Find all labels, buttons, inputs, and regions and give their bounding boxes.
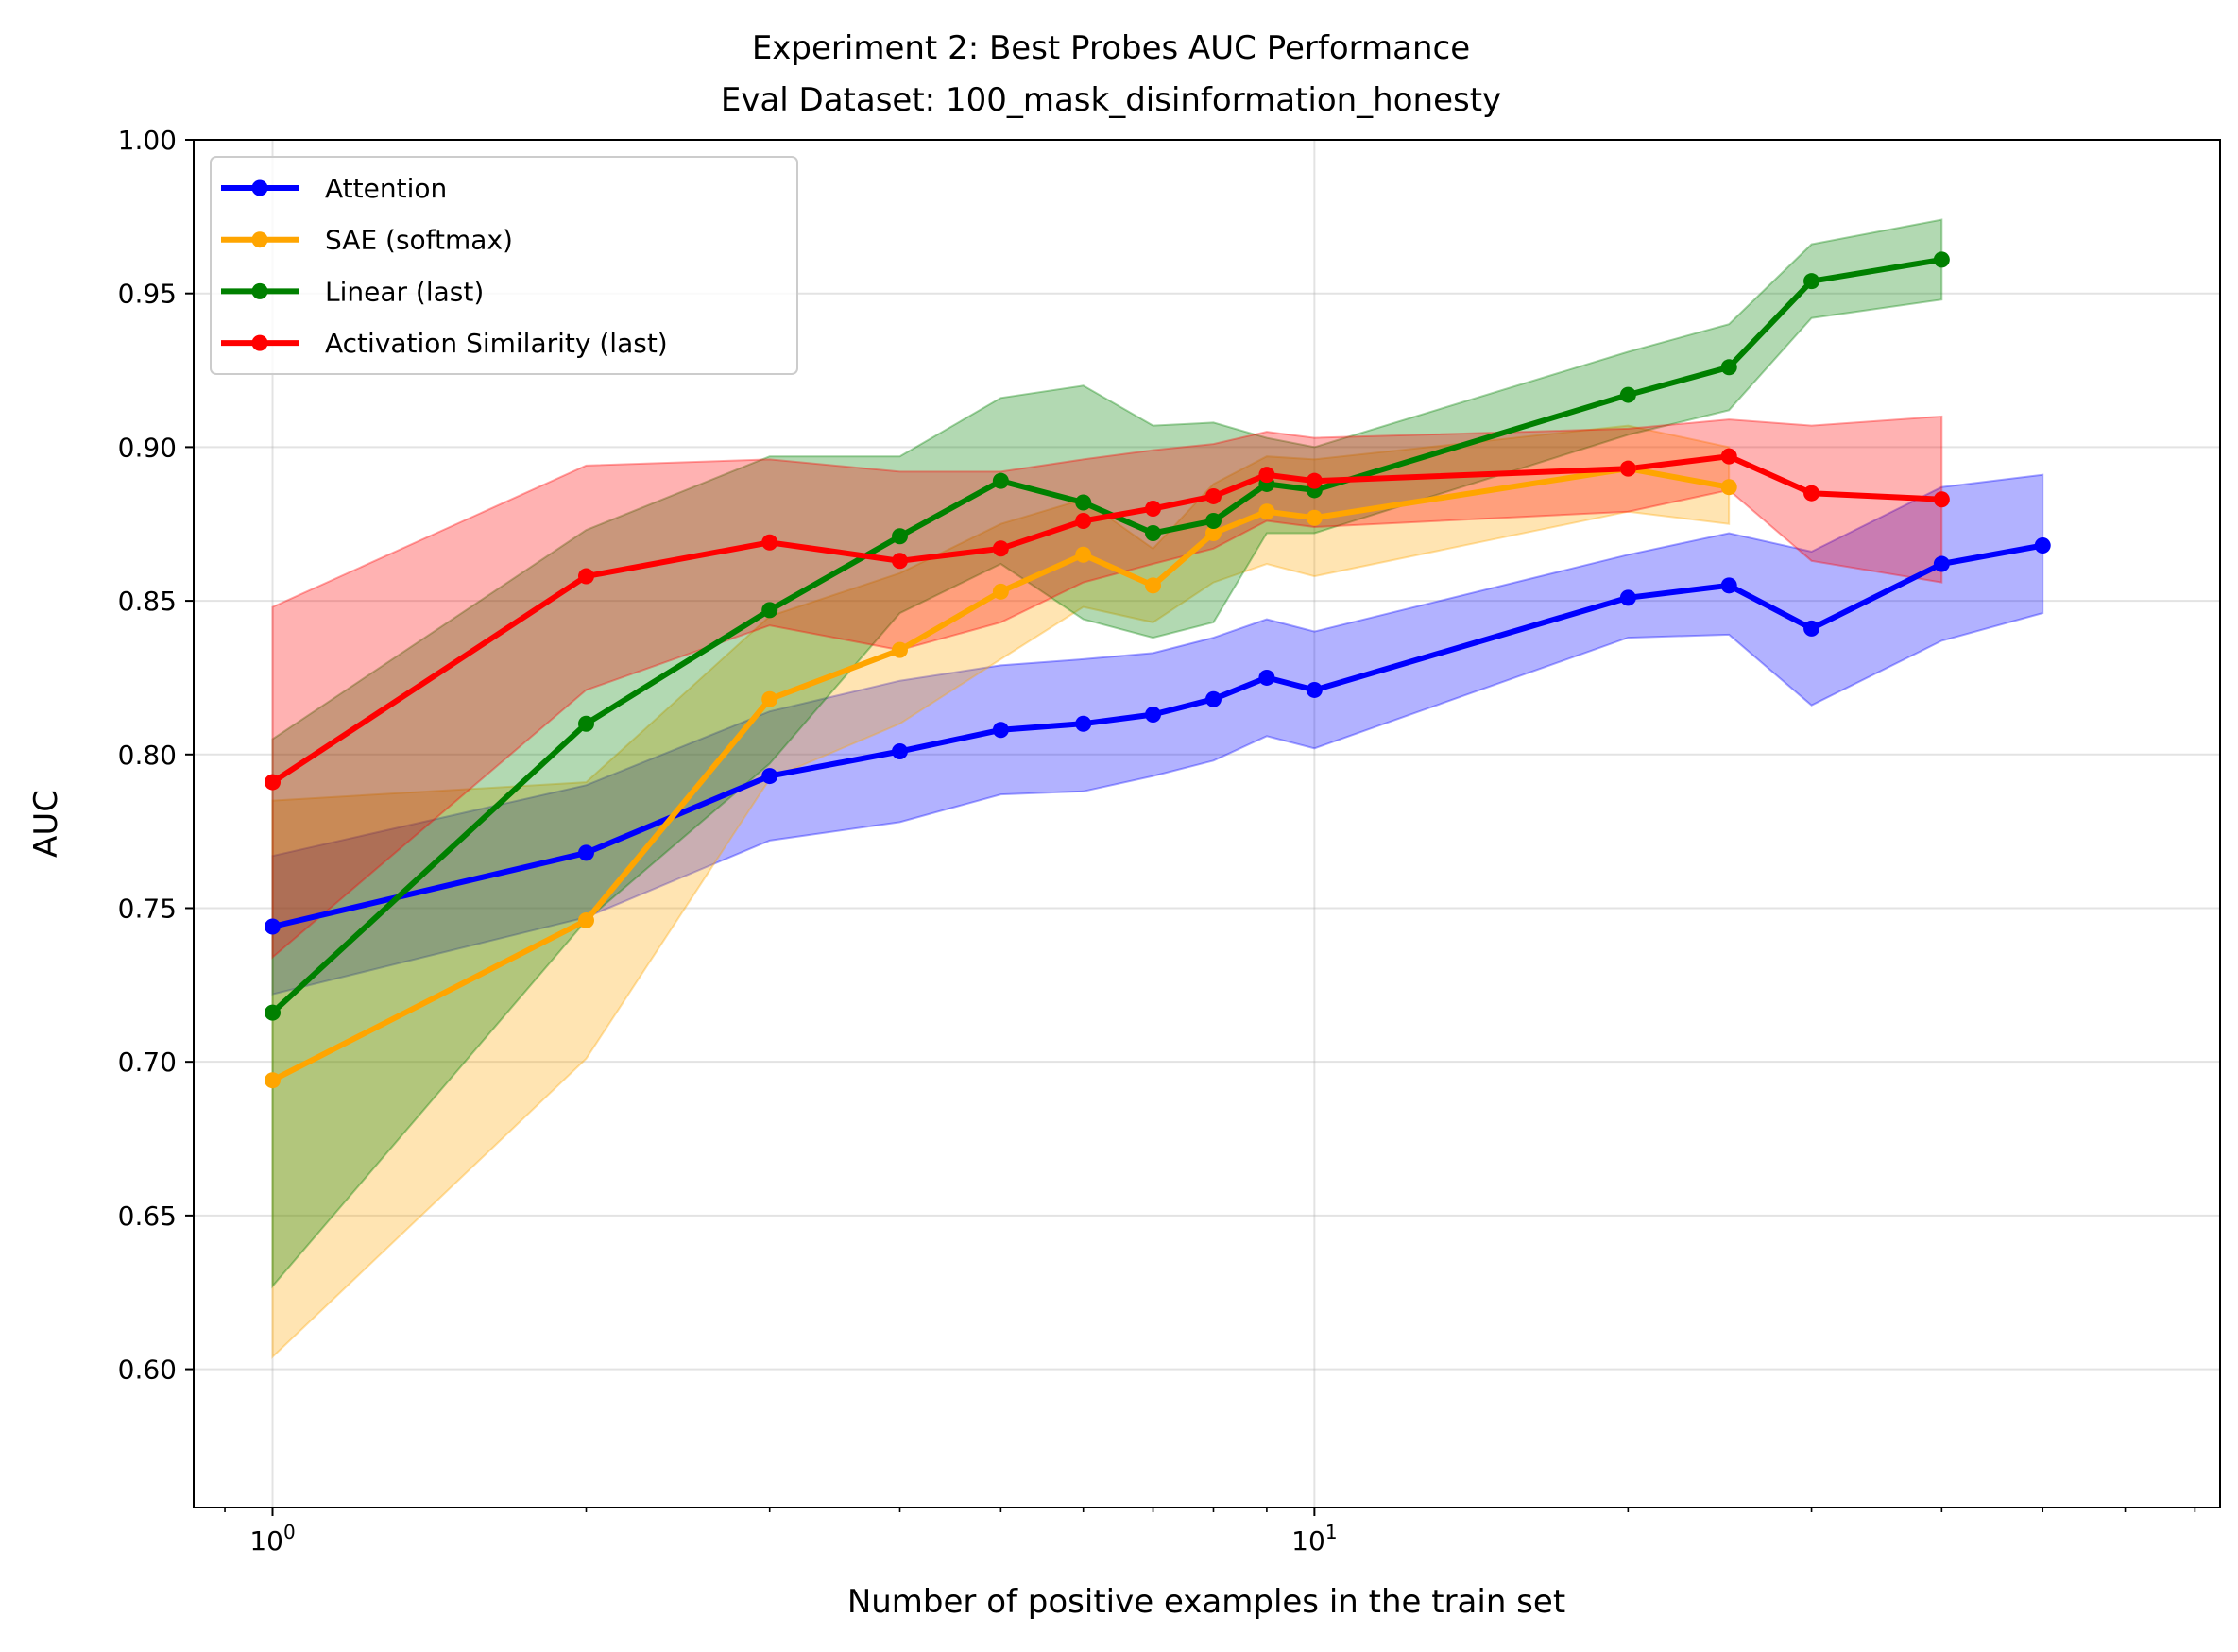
sae-softmax-data-point (1145, 577, 1162, 594)
y-axis-label: AUC (27, 790, 65, 858)
sae-softmax-data-point (1075, 546, 1092, 563)
legend-marker (251, 231, 268, 248)
y-tick-label: 0.80 (118, 740, 177, 771)
sae-softmax-data-point (265, 1072, 282, 1089)
sae-softmax-data-point (1720, 479, 1737, 496)
attention-data-point (1075, 715, 1092, 732)
activation-similarity-last-data-point (1720, 448, 1737, 465)
legend-label: Activation Similarity (last) (325, 328, 668, 359)
attention-data-point (1619, 589, 1636, 606)
linear-last-data-point (992, 472, 1009, 489)
activation-similarity-last-data-point (891, 553, 908, 570)
linear-last-data-point (1619, 386, 1636, 403)
x-tick-label-base: 10 (1291, 1525, 1325, 1557)
sae-softmax-confidence-band (271, 424, 1731, 1359)
legend-label: Linear (last) (325, 276, 484, 307)
linear-last-data-point (1145, 525, 1162, 542)
activation-similarity-last-data-point (578, 568, 595, 585)
sae-softmax-data-point (1306, 509, 1323, 526)
chart-title: Experiment 2: Best Probes AUC Performanc… (752, 29, 1470, 67)
sae-softmax-data-point (761, 690, 778, 707)
x-tick-label-base: 10 (249, 1525, 283, 1557)
activation-similarity-last-data-point (1258, 467, 1275, 484)
linear-last-data-point (1204, 512, 1222, 529)
y-tick-label: 0.60 (118, 1354, 177, 1386)
activation-similarity-last-data-point (1933, 491, 1950, 508)
attention-data-point (1258, 669, 1275, 686)
linear-last-data-point (265, 1004, 282, 1021)
attention-data-point (1306, 681, 1323, 698)
x-tick-label-exponent: 0 (283, 1521, 296, 1543)
attention-data-point (761, 768, 778, 785)
legend-label: SAE (softmax) (325, 225, 513, 256)
sae-softmax-data-point (1258, 503, 1275, 520)
activation-similarity-last-data-point (1306, 472, 1323, 489)
attention-data-point (578, 844, 595, 861)
linear-last-series-line (270, 256, 1942, 1015)
y-tick-label: 1.00 (118, 125, 177, 156)
attention-data-point (1145, 706, 1162, 723)
y-tick-label: 0.75 (118, 893, 177, 924)
linear-last-data-point (891, 528, 908, 545)
plot-area-frame (193, 139, 2221, 1508)
sae-softmax-data-point (1204, 525, 1222, 542)
attention-data-point (265, 918, 282, 935)
y-tick-label: 0.70 (118, 1047, 177, 1078)
activation-similarity-last-data-point (1145, 500, 1162, 517)
sae-softmax-data-point (992, 583, 1009, 600)
attention-data-point (1204, 690, 1222, 707)
chart-subtitle: Eval Dataset: 100_mask_disinformation_ho… (721, 81, 1501, 119)
activation-similarity-last-confidence-band (271, 415, 1943, 960)
linear-last-data-point (1720, 359, 1737, 376)
activation-similarity-last-series-line (270, 453, 1942, 785)
y-tick-label: 0.90 (118, 432, 177, 463)
attention-data-point (2034, 537, 2051, 554)
linear-last-data-point (1075, 494, 1092, 511)
x-tick-label: 101 (1291, 1521, 1337, 1557)
y-tick-label: 0.65 (118, 1201, 177, 1232)
linear-last-data-point (578, 715, 595, 732)
sae-softmax-data-point (578, 911, 595, 928)
activation-similarity-last-data-point (992, 540, 1009, 557)
sae-softmax-data-point (891, 641, 908, 658)
legend-item-activation-similarity-last: Activation Similarity (last) (221, 328, 668, 359)
confidence-bands (271, 218, 2044, 1359)
activation-similarity-last-data-point (1204, 487, 1222, 504)
linear-last-data-point (1933, 251, 1950, 268)
legend-box (210, 156, 798, 375)
legend: Attention SAE (softmax) Linear (last) Activ… (210, 156, 798, 375)
legend-item-attention: Attention (221, 173, 447, 204)
attention-data-point (992, 722, 1009, 739)
attention-data-point (891, 743, 908, 760)
legend-item-sae-softmax: SAE (softmax) (221, 225, 513, 256)
linear-last-data-point (761, 602, 778, 619)
legend-marker (251, 282, 268, 299)
x-tick-label-exponent: 1 (1325, 1521, 1338, 1543)
linear-last-confidence-band (271, 218, 1943, 1289)
series-points (265, 251, 2051, 1089)
legend-item-linear-last: Linear (last) (221, 276, 484, 307)
sae-softmax-series-line (271, 466, 1730, 1083)
activation-similarity-last-data-point (1803, 485, 1820, 502)
activation-similarity-last-data-point (761, 534, 778, 551)
attention-data-point (1933, 555, 1950, 572)
legend-marker (251, 334, 268, 351)
attention-data-point (1720, 577, 1737, 594)
x-axis-label: Number of positive examples in the train… (847, 1583, 1565, 1621)
y-tick-label: 0.85 (118, 586, 177, 617)
activation-similarity-last-data-point (1619, 460, 1636, 477)
y-tick-label: 0.95 (118, 279, 177, 310)
x-tick-label: 100 (249, 1521, 295, 1557)
activation-similarity-last-data-point (1075, 512, 1092, 529)
series-lines (270, 256, 2043, 1083)
activation-similarity-last-data-point (265, 774, 282, 791)
linear-last-data-point (1803, 273, 1820, 290)
legend-label: Attention (325, 173, 447, 204)
attention-data-point (1803, 620, 1820, 637)
legend-marker (251, 179, 268, 196)
